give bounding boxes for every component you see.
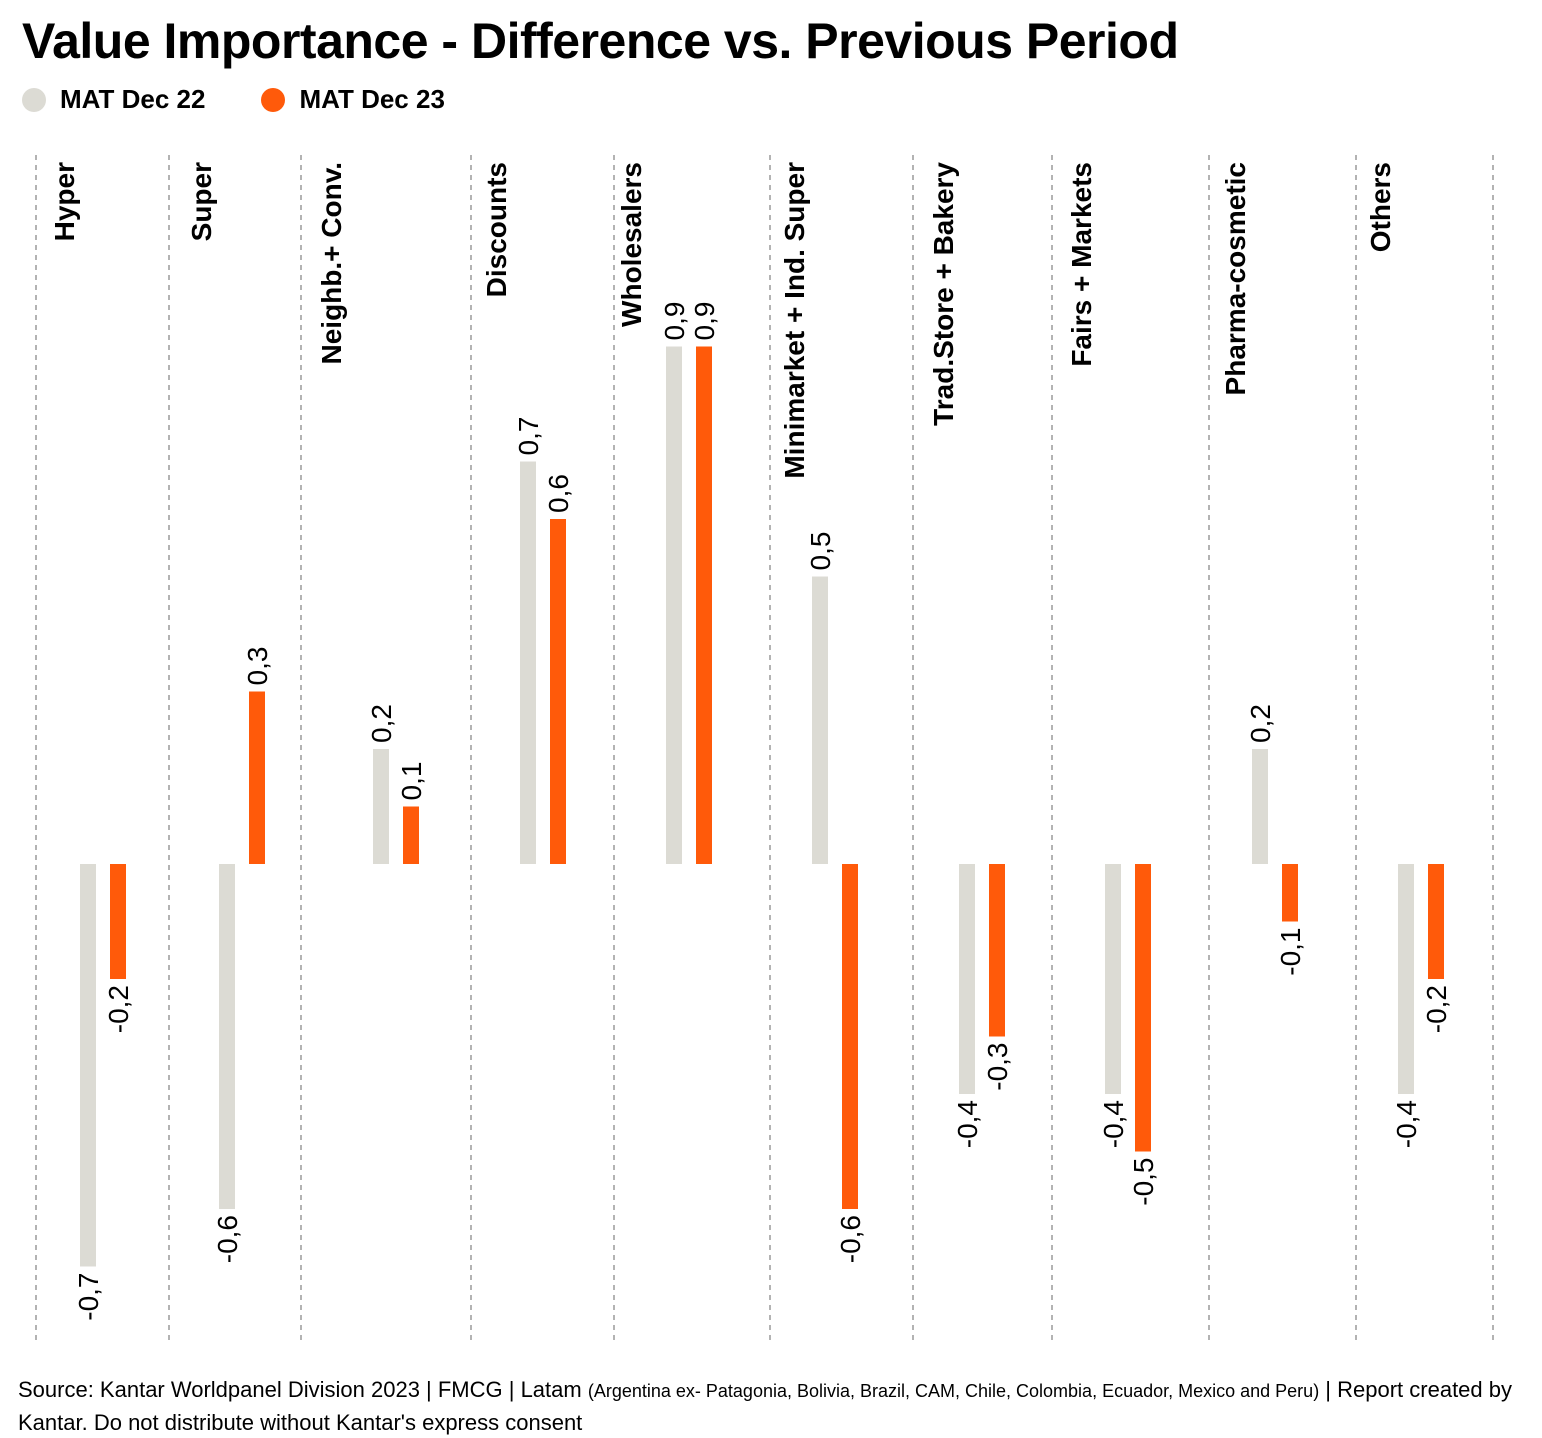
bar — [842, 864, 858, 1209]
data-label: -0,2 — [103, 985, 134, 1033]
category-label: Wholesalers — [616, 162, 647, 327]
bar — [403, 806, 419, 864]
data-label: -0,1 — [1275, 928, 1306, 976]
category-label: Fairs + Markets — [1066, 162, 1097, 367]
data-label: 0,2 — [366, 704, 397, 743]
data-label: -0,4 — [952, 1100, 983, 1148]
data-label: -0,6 — [212, 1215, 243, 1263]
bar — [1428, 864, 1444, 979]
bar — [550, 519, 566, 864]
category-label: Discounts — [481, 162, 512, 297]
source-note: Source: Kantar Worldpanel Division 2023 … — [18, 1374, 1518, 1438]
legend-label: MAT Dec 22 — [60, 84, 206, 114]
bar — [1282, 864, 1298, 922]
bar — [110, 864, 126, 979]
data-label: 0,7 — [513, 417, 544, 456]
category-label: Super — [186, 162, 217, 241]
data-label: 0,5 — [805, 532, 836, 571]
bar — [373, 749, 389, 864]
bar — [1105, 864, 1121, 1094]
data-label: -0,5 — [1128, 1158, 1159, 1206]
category-label: Others — [1365, 162, 1396, 252]
category-label: Trad.Store + Bakery — [928, 162, 959, 426]
bar-chart: Hyper Super Neighb.+ Conv. Discounts Wholesa… — [35, 155, 1494, 1345]
source-main: Source: Kantar Worldpanel Division 2023 … — [18, 1377, 588, 1402]
legend-item-mat-dec-23: MAT Dec 23 — [261, 84, 445, 115]
data-label: -0,4 — [1098, 1100, 1129, 1148]
bar — [696, 346, 712, 864]
category-label: Neighb.+ Conv. — [316, 162, 347, 365]
legend: MAT Dec 22 MAT Dec 23 — [22, 84, 501, 115]
bar — [520, 461, 536, 864]
legend-label: MAT Dec 23 — [299, 84, 445, 114]
chart-title: Value Importance - Difference vs. Previo… — [22, 13, 1179, 69]
legend-dot-gray — [22, 87, 46, 112]
data-label: 0,6 — [543, 474, 574, 513]
data-label: 0,3 — [242, 647, 273, 686]
category-label: Minimarket + Ind. Super — [779, 162, 810, 479]
bar — [249, 691, 265, 864]
legend-dot-orange — [261, 87, 286, 112]
bar — [959, 864, 975, 1094]
bar — [80, 864, 96, 1267]
data-label: -0,2 — [1421, 985, 1452, 1033]
data-label: -0,3 — [982, 1043, 1013, 1091]
bar — [1135, 864, 1151, 1152]
bar — [989, 864, 1005, 1037]
data-label: 0,1 — [396, 762, 427, 801]
bar — [1398, 864, 1414, 1094]
bar — [219, 864, 235, 1209]
data-label: 0,9 — [659, 302, 690, 341]
category-label: Pharma-cosmetic — [1220, 162, 1251, 395]
data-label: -0,7 — [73, 1273, 104, 1321]
legend-item-mat-dec-22: MAT Dec 22 — [22, 84, 205, 115]
bar — [1252, 749, 1268, 864]
bar — [812, 576, 828, 864]
data-label: 0,2 — [1245, 704, 1276, 743]
bar — [666, 346, 682, 864]
data-label: 0,9 — [689, 302, 720, 341]
data-label: -0,4 — [1391, 1100, 1422, 1148]
data-label: -0,6 — [835, 1215, 866, 1263]
category-label: Hyper — [49, 162, 80, 241]
source-countries: (Argentina ex- Patagonia, Bolivia, Brazi… — [587, 1381, 1320, 1401]
